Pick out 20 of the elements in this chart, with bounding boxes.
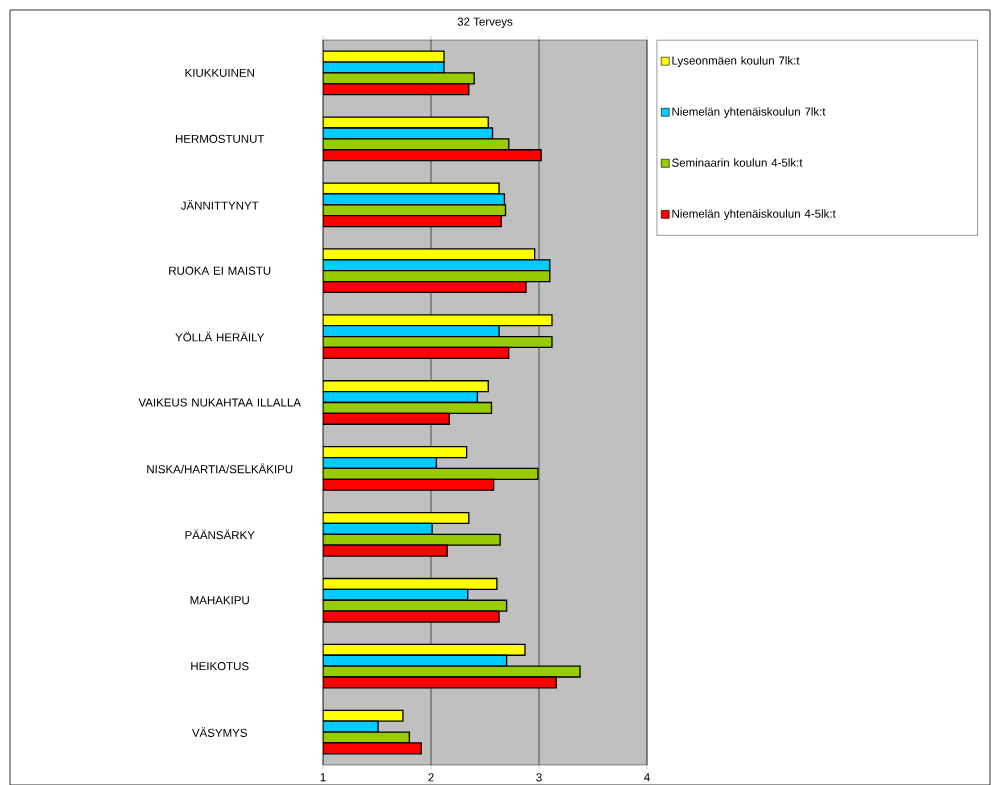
x-tick-label: 1 (320, 773, 326, 782)
y-tick-label: PÄÄNSÄRKY (185, 529, 255, 539)
x-tick-label: 4 (644, 773, 650, 782)
y-tick-label: HERMOSTUNUT (175, 134, 265, 143)
x-tick-label: 3 (536, 773, 542, 782)
y-tick-label: KIUKKUINEN (185, 68, 254, 77)
y-tick-label: NISKA/HARTIA/SELKÄKIPU (147, 463, 293, 474)
y-tick-label: HEIKOTUS (191, 661, 249, 671)
legend-label: Lyseonmäen koulun 7lk:t (672, 56, 800, 67)
chart-title: 32 Terveys (457, 17, 513, 28)
y-tick-label: YÖLLÄ HERÄILY (175, 331, 265, 342)
y-tick-label: JÄNNITTYNYT (180, 199, 259, 210)
legend-label: Niemelän yhtenäiskoulun 4-5lk:t (672, 209, 836, 220)
y-tick-label: RUOKA EI MAISTU (169, 266, 271, 275)
legend-label: Seminaarin koulun 4-5lk:t (672, 158, 803, 167)
y-tick-label: MAHAKIPU (190, 596, 249, 605)
y-tick-label: VAIKEUS NUKAHTAA ILLALLA (138, 398, 301, 407)
legend-label: Niemelän yhtenäiskoulun 7lk:t (672, 107, 826, 118)
y-tick-label: VÄSYMYS (191, 726, 247, 737)
x-tick-label: 2 (428, 773, 434, 782)
